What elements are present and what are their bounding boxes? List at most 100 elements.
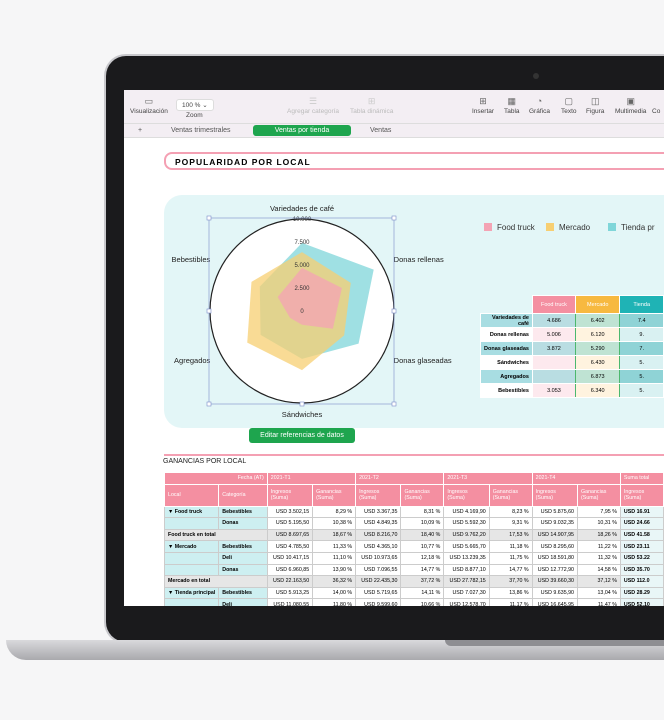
table-cell[interactable]: USD 10.417,15	[266, 551, 314, 565]
selection-handle[interactable]	[206, 308, 212, 314]
table-cell[interactable]: 13,04 %	[577, 586, 621, 600]
column-header[interactable]: Ingresos (Suma)	[355, 483, 402, 507]
table-cell[interactable]: 6.430	[574, 355, 621, 370]
table-cell[interactable]: USD 24.66	[619, 517, 664, 530]
selection-handle[interactable]	[391, 215, 397, 221]
table-cell[interactable]: 8,23 %	[488, 505, 533, 519]
table-cell[interactable]: USD 5.913,25	[266, 586, 314, 600]
pivot-table[interactable]: Fecha (AT) 2021-T1 2021-T2 2021-T3 2021-T4 Su…	[163, 472, 664, 606]
table-button[interactable]: ▦ Tabla	[504, 96, 520, 115]
table-cell[interactable]: USD 14.907,95	[531, 528, 579, 542]
category-cell[interactable]: Donas	[218, 517, 268, 530]
row-total-label[interactable]: Mercado en total	[164, 575, 268, 588]
table-cell[interactable]: 7.4	[619, 313, 664, 328]
column-header[interactable]: Ganancias (Suma)	[312, 483, 357, 507]
table-cell[interactable]: 6.402	[574, 313, 621, 328]
category-cell[interactable]: Bebestibles	[218, 505, 268, 519]
table-cell[interactable]: 10,77 %	[400, 540, 445, 553]
column-header[interactable]: Mercado	[574, 295, 621, 314]
column-header[interactable]: Local	[163, 483, 220, 507]
table-cell[interactable]: USD 23.11	[619, 540, 664, 553]
table-cell[interactable]: USD 3.502,15	[266, 505, 314, 519]
table-cell[interactable]: 37,70 %	[488, 575, 533, 588]
selection-handle[interactable]	[206, 215, 212, 221]
table-cell[interactable]: 3.053	[531, 383, 576, 398]
category-cell[interactable]: Deli	[218, 598, 268, 606]
table-cell[interactable]: USD 7.096,55	[355, 563, 402, 577]
table-cell[interactable]: 5.290	[574, 341, 621, 356]
table-cell[interactable]: 18,40 %	[400, 528, 445, 542]
table-cell[interactable]: 11,17 %	[488, 598, 533, 606]
table-cell[interactable]: Donas rellenas	[480, 327, 533, 342]
comment-button[interactable]: Co	[652, 108, 661, 115]
table-cell[interactable]: USD 7.027,30	[443, 586, 490, 600]
location-cell[interactable]	[163, 551, 220, 565]
table-cell[interactable]: 36,32 %	[312, 575, 357, 588]
insert-button[interactable]: ⊞ Insertar	[472, 96, 495, 115]
table-cell[interactable]: 17,53 %	[488, 528, 533, 542]
table-cell[interactable]: 10,66 %	[400, 598, 445, 606]
table-cell[interactable]: 3.872	[531, 341, 576, 356]
location-cell[interactable]	[163, 517, 220, 530]
table-cell[interactable]: Sándwiches	[480, 355, 533, 370]
radar-chart[interactable]: 0 2.500 5.000 7.500 10.000 Variedades de café…	[124, 90, 664, 606]
location-cell[interactable]	[163, 598, 220, 606]
column-header[interactable]: Food truck	[531, 295, 576, 314]
table-cell[interactable]: USD 112.0	[619, 575, 664, 588]
tab-ventas-trimestrales[interactable]: Ventas trimestrales	[171, 127, 231, 134]
view-button[interactable]: ▭ Visualización	[130, 96, 168, 115]
column-header[interactable]: Ganancias (Suma)	[488, 483, 533, 507]
table-cell[interactable]: USD 16.645,95	[531, 598, 579, 606]
shape-button[interactable]: ◫ Figura	[586, 96, 605, 115]
table-cell[interactable]: USD 4.849,35	[355, 517, 402, 530]
table-cell[interactable]: USD 4.365,10	[355, 540, 402, 553]
category-cell[interactable]: Deli	[218, 551, 268, 565]
table-cell[interactable]: 7.	[619, 341, 664, 356]
table-cell[interactable]: 14,00 %	[312, 586, 357, 600]
table-cell[interactable]: USD 22.163,50	[266, 575, 314, 588]
table-cell[interactable]: USD 12.772,90	[531, 563, 579, 577]
chart-button[interactable]: ◔ Gráfica	[529, 96, 550, 115]
table-cell[interactable]: Variedades de café	[480, 313, 533, 328]
table-cell[interactable]: 13,86 %	[488, 586, 533, 600]
data-table[interactable]: Food truck Mercado Tienda Variedades de caf…	[480, 295, 664, 398]
add-sheet-button[interactable]: +	[138, 127, 143, 134]
table-cell[interactable]: USD 11.080,55	[266, 598, 314, 606]
column-header[interactable]: Ganancias (Suma)	[577, 483, 621, 507]
table-cell[interactable]: USD 5.195,50	[266, 517, 314, 530]
table-cell[interactable]: 6.340	[574, 383, 621, 398]
column-header[interactable]: Ingresos (Suma)	[266, 483, 314, 507]
table-cell[interactable]: USD 28.29	[619, 586, 664, 600]
table-cell[interactable]: 11,22 %	[577, 540, 621, 553]
table-cell[interactable]: USD 10.973,65	[355, 551, 402, 565]
table-cell[interactable]: 14,11 %	[400, 586, 445, 600]
table-cell[interactable]: USD 16.91	[619, 505, 664, 519]
table-cell[interactable]: USD 52.10	[619, 598, 664, 606]
table-cell[interactable]: USD 8.295,60	[531, 540, 579, 553]
table-cell[interactable]: USD 18.591,80	[531, 551, 579, 565]
location-cell[interactable]: ▼ Tienda principal	[163, 586, 220, 600]
table-cell[interactable]: 8,29 %	[312, 505, 357, 519]
table-cell[interactable]: USD 35.70	[619, 563, 664, 577]
table-cell[interactable]: 5.	[619, 355, 664, 370]
tab-ventas[interactable]: Ventas	[370, 127, 392, 134]
table-cell[interactable]: USD 12.578,70	[443, 598, 490, 606]
table-cell[interactable]: 11,47 %	[577, 598, 621, 606]
column-header[interactable]: Ingresos (Suma)	[443, 483, 490, 507]
table-cell[interactable]: USD 27.782,15	[443, 575, 490, 588]
table-cell[interactable]: 14,58 %	[577, 563, 621, 577]
table-cell[interactable]: Donas glaseadas	[480, 341, 533, 356]
table-cell[interactable]: USD 22.435,30	[355, 575, 402, 588]
table-cell[interactable]: USD 8.877,10	[443, 563, 490, 577]
table-cell[interactable]: 14,77 %	[400, 563, 445, 577]
column-header[interactable]: Tienda	[619, 295, 664, 314]
table-cell[interactable]: 18,67 %	[312, 528, 357, 542]
column-header[interactable]: 2021-T3	[443, 472, 533, 485]
column-header[interactable]: Ingresos (Suma)	[619, 483, 664, 507]
selection-handle[interactable]	[299, 401, 305, 407]
table-cell[interactable]: USD 41.58	[619, 528, 664, 542]
category-cell[interactable]: Bebestibles	[218, 586, 268, 600]
table-cell[interactable]: 11,33 %	[312, 540, 357, 553]
row-total-label[interactable]: Food truck en total	[164, 528, 268, 542]
table-cell[interactable]: USD 13.239,35	[443, 551, 490, 565]
